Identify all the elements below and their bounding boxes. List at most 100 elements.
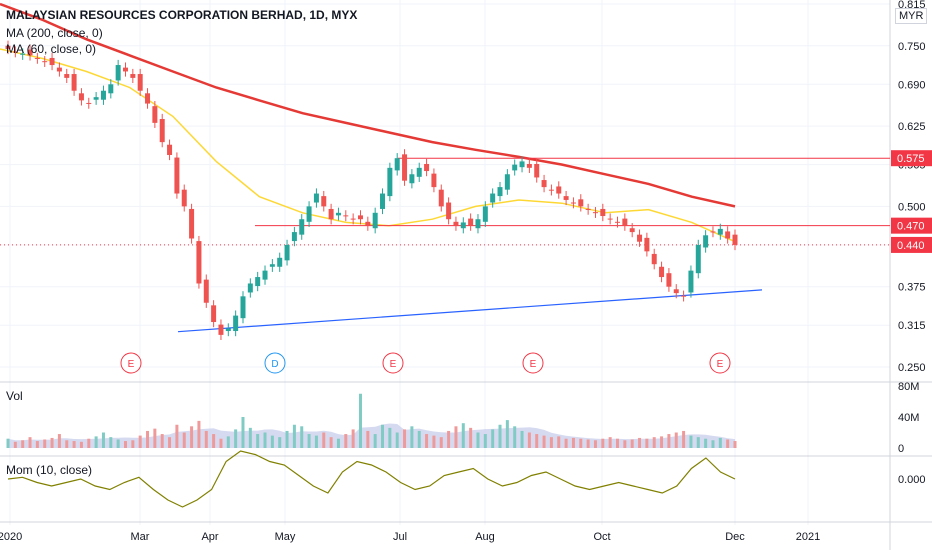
candle-body — [130, 74, 136, 78]
candle-body — [291, 232, 297, 242]
candle-body — [115, 65, 121, 81]
candle-body — [372, 212, 378, 229]
volume-bar — [43, 439, 47, 448]
candle-body — [34, 57, 40, 59]
volume-bar — [689, 435, 693, 448]
volume-bar — [535, 434, 539, 448]
time-axis-label: 2020 — [0, 531, 22, 543]
volume-bar — [454, 426, 458, 448]
volume-bar — [197, 420, 201, 448]
candle-body — [306, 206, 312, 222]
candle-body — [27, 49, 33, 56]
price-tag — [891, 236, 932, 253]
candle-body — [380, 193, 386, 209]
price-tags: 0.575 0.470 0.440 — [891, 150, 932, 253]
candle-body — [644, 237, 650, 252]
volume-bar — [395, 432, 399, 448]
trend-lines — [0, 157, 890, 333]
candles — [5, 40, 738, 341]
event-marker — [522, 352, 544, 374]
price-axis: 0.8150.7500.6900.6250.5650.5000.4400.375… — [898, 0, 926, 374]
candle-body — [277, 257, 283, 267]
candle-body — [570, 202, 576, 204]
volume-bar — [234, 429, 238, 448]
volume-bar — [616, 438, 620, 448]
price-axis-label: 0.625 — [898, 121, 926, 133]
candle-body — [446, 202, 452, 220]
candle-body — [431, 173, 437, 188]
time-axis-label: May — [275, 531, 296, 543]
candle-body — [12, 51, 18, 53]
candle-body — [365, 221, 371, 226]
volume-pane: 80M 40M 0 — [6, 381, 919, 455]
ma200-legend[interactable]: MA (200, close, 0) — [6, 26, 103, 40]
candle-body — [350, 218, 356, 220]
price-tag-label: 0.440 — [897, 240, 925, 252]
volume-bar — [219, 438, 223, 448]
time-axis-label: Dec — [725, 531, 745, 543]
volume-bar — [146, 430, 150, 448]
volume-bar — [256, 434, 260, 448]
event-label: D — [271, 359, 278, 370]
candle-body — [174, 157, 180, 194]
volume-bar — [138, 435, 142, 448]
candle-body — [585, 208, 591, 210]
candle-body — [321, 196, 327, 207]
candle-body — [211, 305, 217, 323]
candle-body — [255, 277, 261, 287]
symbol-title: MALAYSIAN RESOURCES CORPORATION BERHAD, … — [6, 8, 358, 22]
candle-body — [233, 315, 239, 332]
candle-body — [394, 158, 400, 171]
volume-bar — [278, 437, 282, 448]
event-marker — [382, 352, 404, 374]
volume-bar — [28, 437, 32, 448]
candle-body — [409, 174, 415, 184]
volume-bar — [79, 441, 83, 448]
candle-body — [262, 270, 268, 280]
volume-bar — [645, 438, 649, 448]
volume-bar — [579, 438, 583, 448]
volume-bar — [21, 440, 25, 448]
volume-bar — [373, 434, 377, 448]
candle-body — [673, 289, 679, 294]
volume-bar — [498, 424, 502, 448]
volume-bar — [358, 393, 362, 448]
volume-bar — [417, 430, 421, 448]
volume-axis-label: 0 — [898, 443, 904, 455]
candle-body — [145, 93, 151, 104]
volume-bar — [366, 430, 370, 448]
volume-bar — [527, 432, 531, 448]
volume-bar — [131, 440, 135, 448]
currency-badge[interactable]: MYR — [895, 8, 928, 24]
volume-bar — [469, 427, 473, 448]
volume-bar — [50, 437, 54, 448]
volume-bar — [733, 441, 737, 448]
candle-body — [313, 193, 319, 203]
candle-body — [108, 84, 114, 94]
volume-bar — [270, 435, 274, 448]
candle-body — [688, 270, 694, 293]
candle-body — [460, 222, 466, 229]
ma200-series — [0, 2, 736, 208]
candle-body — [732, 234, 738, 245]
volume-bar — [322, 432, 326, 448]
event-marker — [709, 352, 731, 374]
candle-body — [159, 119, 165, 143]
candle-body — [578, 199, 584, 207]
volume-bar — [483, 434, 487, 448]
volume-bar — [168, 437, 172, 448]
volume-bar — [87, 438, 91, 448]
candle-body — [659, 266, 665, 278]
candle-body — [695, 244, 701, 274]
candle-body — [56, 67, 62, 72]
candle-body — [497, 187, 503, 197]
volume-bar — [190, 426, 194, 448]
ma60-legend[interactable]: MA (60, close, 0) — [6, 42, 97, 56]
event-label: E — [717, 359, 724, 370]
candle-body — [622, 218, 628, 226]
price-axis-label: 0.500 — [898, 201, 926, 213]
candle-body — [607, 218, 613, 220]
price-tag-label: 0.470 — [897, 221, 925, 233]
volume-bar — [682, 430, 686, 448]
volume-bar — [520, 430, 524, 448]
